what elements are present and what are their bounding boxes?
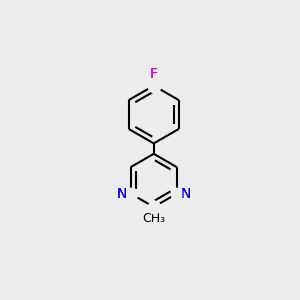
Text: N: N [181, 187, 191, 201]
Text: CH₃: CH₃ [142, 212, 165, 225]
Text: N: N [116, 187, 127, 201]
Text: F: F [150, 67, 158, 81]
Text: N: N [181, 187, 191, 201]
Text: F: F [150, 67, 158, 81]
Text: N: N [116, 187, 127, 201]
